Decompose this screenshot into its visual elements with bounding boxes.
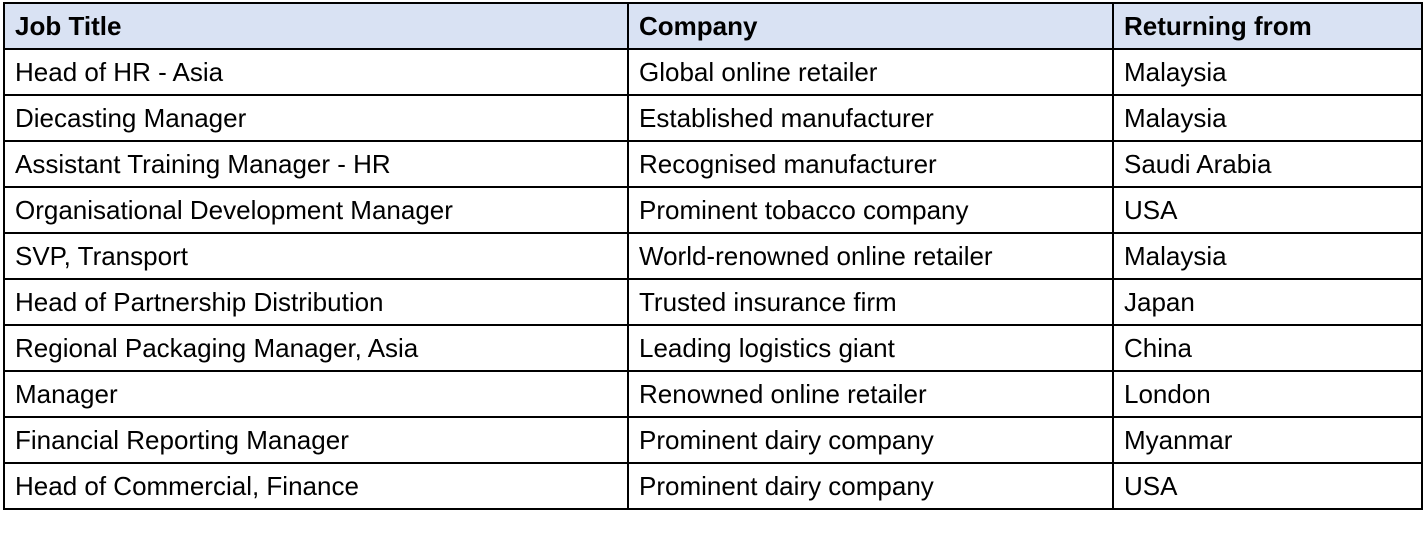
cell-returning-from: London [1112,370,1423,418]
cell-company: Established manufacturer [627,94,1114,142]
cell-returning-from: Malaysia [1112,232,1423,280]
cell-company: Recognised manufacturer [627,140,1114,188]
table-row: Diecasting Manager Established manufactu… [3,94,1423,142]
cell-returning-from: Saudi Arabia [1112,140,1423,188]
cell-company: Prominent dairy company [627,462,1114,510]
header-row: Job Title Company Returning from [3,2,1423,50]
cell-job-title: Organisational Development Manager [3,186,629,234]
cell-returning-from: USA [1112,186,1423,234]
cell-returning-from: Japan [1112,278,1423,326]
cell-job-title: Assistant Training Manager - HR [3,140,629,188]
cell-returning-from: China [1112,324,1423,372]
table-row: SVP, Transport World-renowned online ret… [3,232,1423,280]
header-job-title: Job Title [3,2,629,50]
cell-job-title: Diecasting Manager [3,94,629,142]
cell-returning-from: Malaysia [1112,48,1423,96]
table-row: Manager Renowned online retailer London [3,370,1423,418]
header-company: Company [627,2,1114,50]
table-row: Head of Partnership Distribution Trusted… [3,278,1423,326]
cell-returning-from: Malaysia [1112,94,1423,142]
cell-job-title: SVP, Transport [3,232,629,280]
table-body: Head of HR - Asia Global online retailer… [3,48,1423,510]
table-row: Financial Reporting Manager Prominent da… [3,416,1423,464]
cell-company: Renowned online retailer [627,370,1114,418]
cell-company: World-renowned online retailer [627,232,1114,280]
cell-company: Trusted insurance firm [627,278,1114,326]
cell-job-title: Regional Packaging Manager, Asia [3,324,629,372]
cell-job-title: Financial Reporting Manager [3,416,629,464]
cell-company: Leading logistics giant [627,324,1114,372]
header-returning-from: Returning from [1112,2,1423,50]
table-row: Head of HR - Asia Global online retailer… [3,48,1423,96]
cell-job-title: Manager [3,370,629,418]
cell-job-title: Head of Partnership Distribution [3,278,629,326]
table-row: Regional Packaging Manager, Asia Leading… [3,324,1423,372]
table-row: Head of Commercial, Finance Prominent da… [3,462,1423,510]
table-row: Assistant Training Manager - HR Recognis… [3,140,1423,188]
cell-returning-from: Myanmar [1112,416,1423,464]
cell-company: Prominent dairy company [627,416,1114,464]
cell-returning-from: USA [1112,462,1423,510]
table-row: Organisational Development Manager Promi… [3,186,1423,234]
cell-job-title: Head of HR - Asia [3,48,629,96]
cell-company: Prominent tobacco company [627,186,1114,234]
cell-company: Global online retailer [627,48,1114,96]
table-header: Job Title Company Returning from [3,2,1423,50]
cell-job-title: Head of Commercial, Finance [3,462,629,510]
jobs-table: Job Title Company Returning from Head of… [3,2,1423,510]
